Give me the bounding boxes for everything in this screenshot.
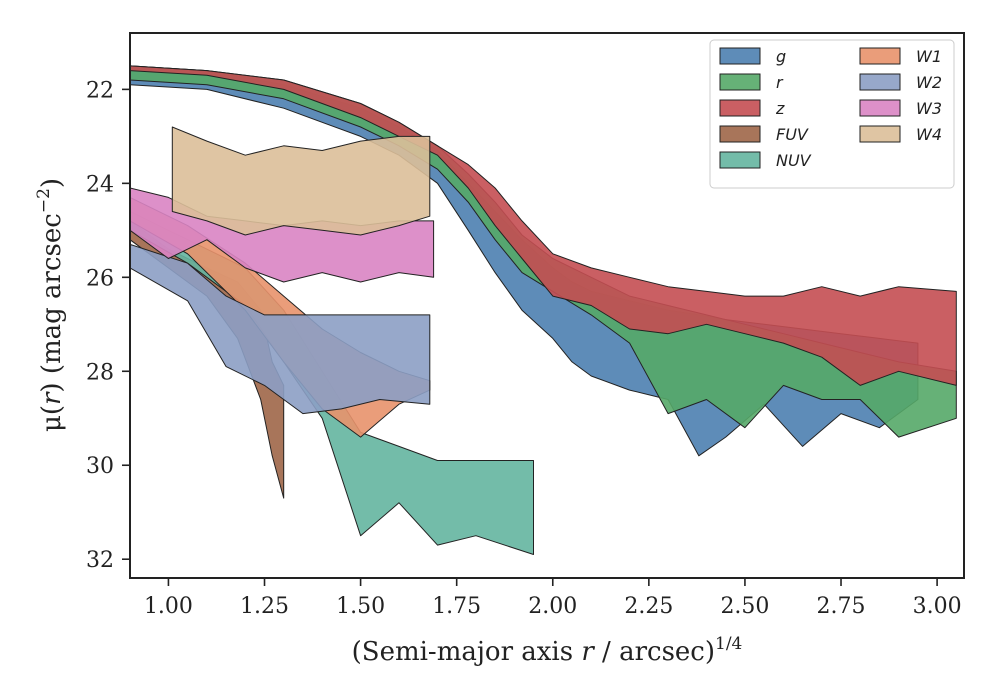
x-tick-label: 2.00 — [528, 594, 577, 619]
legend-label-w2: W2 — [916, 73, 942, 92]
x-tick-label: 1.00 — [144, 594, 193, 619]
x-tick-label: 1.25 — [240, 594, 289, 619]
legend-swatch-nuv — [719, 151, 761, 169]
legend-label-w3: W3 — [916, 99, 942, 118]
y-tick-label: 24 — [86, 172, 114, 197]
y-axis-label: μ(r) (mag arcsec−2) — [34, 178, 67, 432]
y-tick-label: 32 — [86, 548, 114, 573]
series-layer — [130, 65, 957, 555]
y-tick-label: 26 — [86, 266, 114, 291]
x-tick-label: 2.25 — [624, 594, 673, 619]
x-tick-label: 1.50 — [336, 594, 385, 619]
legend-swatch-w4 — [859, 125, 901, 143]
legend-swatch-r — [719, 73, 761, 91]
legend-label-fuv: FUV — [776, 125, 809, 144]
y-tick-label: 22 — [86, 78, 114, 103]
legend-label-w4: W4 — [916, 125, 942, 144]
x-axis-label: (Semi-major axis r / arcsec)1/4 — [352, 634, 743, 667]
y-tick-label: 28 — [86, 360, 114, 385]
x-tick-label: 3.00 — [913, 594, 962, 619]
legend-label-r: r — [776, 73, 784, 92]
legend-swatch-w3 — [859, 99, 901, 117]
legend-label-nuv: NUV — [776, 151, 812, 170]
y-tick-label: 30 — [86, 454, 114, 479]
x-tick-label: 1.75 — [432, 594, 481, 619]
legend-label-w1: W1 — [916, 47, 942, 66]
series-band-z — [130, 65, 957, 386]
legend-swatch-g — [719, 47, 761, 65]
legend-label-g: g — [776, 47, 786, 66]
legend-swatch-z — [719, 99, 761, 117]
legend-swatch-w2 — [859, 73, 901, 91]
plot-frame — [129, 32, 965, 579]
series-band-w4 — [171, 126, 431, 236]
axis-ticks: 1.00 1.25 1.50 1.75 2.00 2.25 2.50 2.75 3.00 22 24… — [86, 78, 962, 619]
legend-label-z: z — [775, 99, 785, 118]
legend-swatch-w1 — [859, 47, 901, 65]
series-band-w2 — [130, 243, 431, 415]
x-tick-label: 2.50 — [720, 594, 769, 619]
legend: grz FUV NUV W1 W2 W3 W4 — [709, 39, 955, 189]
x-tick-label: 2.75 — [817, 594, 866, 619]
legend-swatch-fuv — [719, 125, 761, 143]
